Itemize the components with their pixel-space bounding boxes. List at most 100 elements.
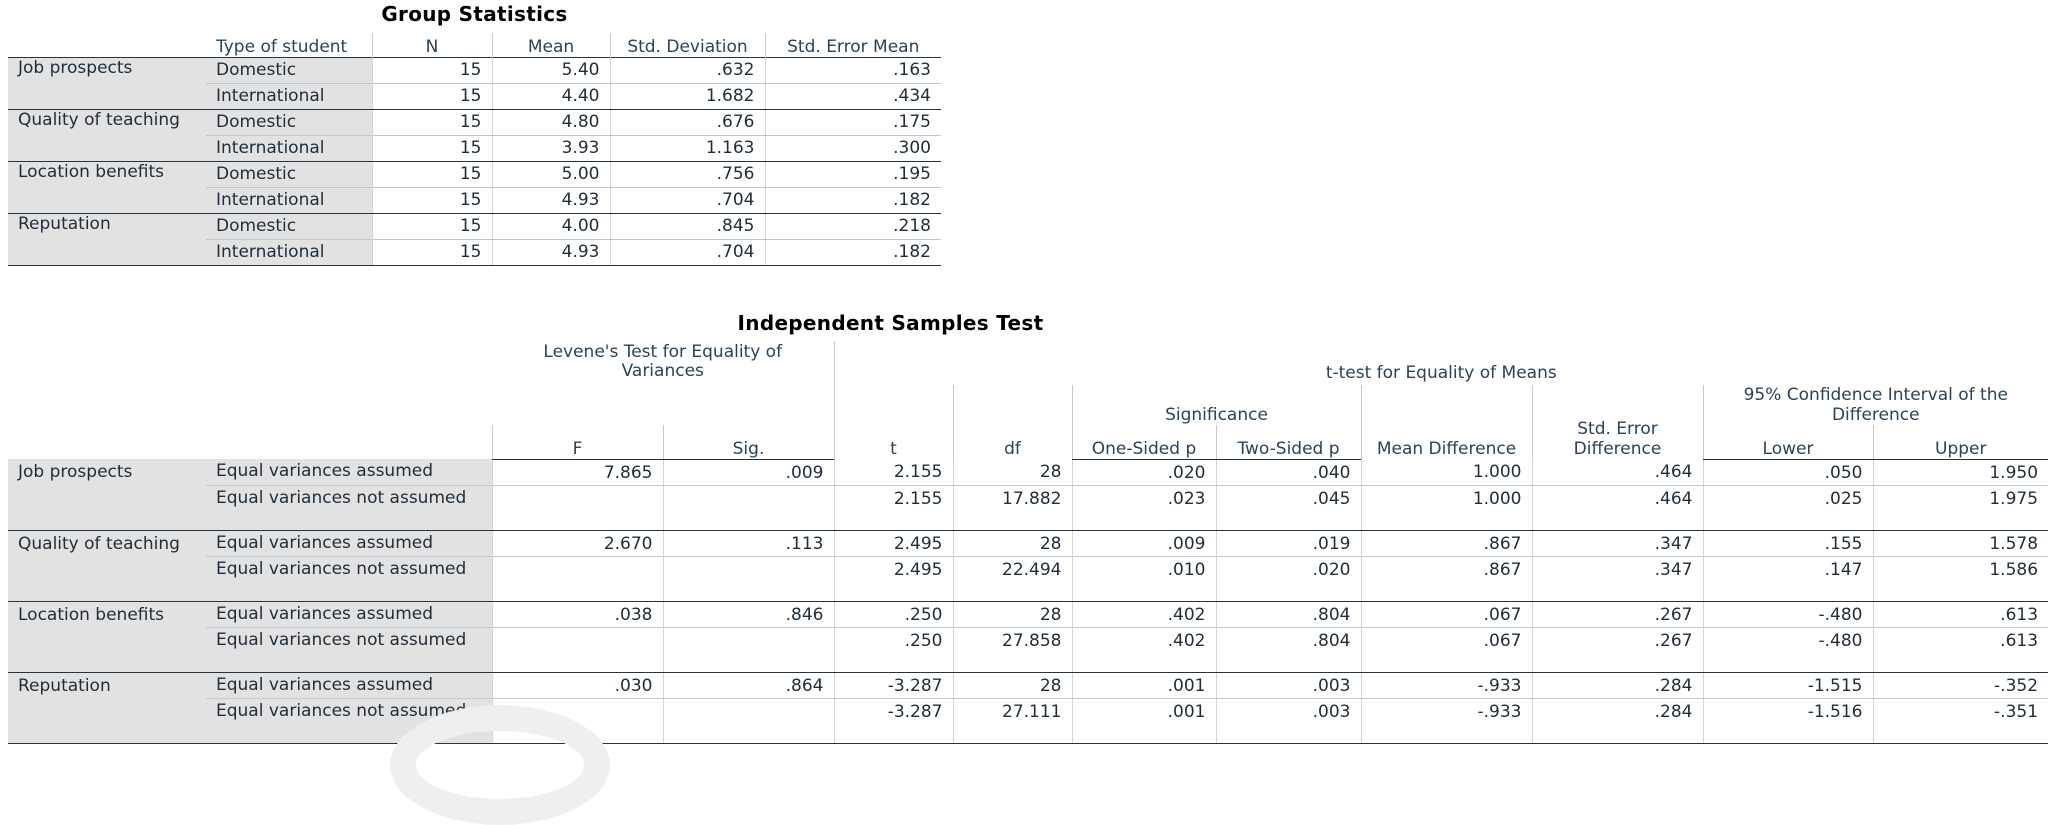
cell-t: 2.495 bbox=[833, 556, 953, 602]
table-row: Job prospects Domestic 15 5.40 .632 .163 bbox=[8, 57, 941, 110]
cell-f: 7.865 bbox=[491, 459, 663, 486]
cell-sig bbox=[662, 485, 834, 531]
row-variable: Job prospects bbox=[8, 57, 206, 110]
cell-one-sided-p: .402 bbox=[1071, 601, 1216, 628]
independent-samples-table: Levene's Test for Equality of Variances … bbox=[8, 341, 2049, 744]
cell-n: 15 bbox=[371, 109, 492, 136]
cell-one-sided-p: .023 bbox=[1071, 485, 1216, 531]
col-header-sig: Sig. bbox=[662, 425, 834, 460]
cell-upper: .613 bbox=[1872, 601, 2049, 628]
header-row: F Sig. One-Sided p Two-Sided p Lower Upp… bbox=[8, 425, 2049, 460]
col-header-n: N bbox=[371, 33, 492, 57]
cell-one-sided-p: .009 bbox=[1071, 530, 1216, 557]
col-header-mean: Mean bbox=[491, 33, 610, 57]
row-type: Domestic bbox=[206, 57, 372, 84]
table-row: Equal variances not assumed -3.287 27.111.… bbox=[8, 698, 2049, 744]
significance-header: Significance bbox=[1071, 385, 1361, 425]
row-type: Domestic bbox=[206, 213, 372, 240]
cell-sig: .009 bbox=[662, 459, 834, 486]
cell-t: .250 bbox=[833, 627, 953, 673]
table-row: Location benefits Equal variances assumed… bbox=[8, 601, 2049, 673]
cell-two-sided-p: .020 bbox=[1215, 556, 1361, 602]
row-label: Equal variances assumed bbox=[206, 459, 492, 486]
cell-se: .300 bbox=[764, 135, 941, 162]
table-row: Reputation Domestic 15 4.00 .845 .218 bbox=[8, 213, 941, 266]
header-row: Levene's Test for Equality of Variances … bbox=[8, 341, 2049, 459]
col-header-sd: Std. Deviation bbox=[609, 33, 765, 57]
cell-df: 27.858 bbox=[952, 627, 1072, 673]
cell-std-error-difference: .347 bbox=[1531, 556, 1703, 602]
cell-mean-difference: .067 bbox=[1360, 601, 1532, 628]
cell-one-sided-p: .020 bbox=[1071, 459, 1216, 486]
cell-std-error-difference: .464 bbox=[1531, 485, 1703, 531]
cell-sig bbox=[662, 556, 834, 602]
cell-mean-difference: -.933 bbox=[1360, 698, 1532, 744]
row-type: Domestic bbox=[206, 161, 372, 188]
row-variable: Quality of teaching bbox=[8, 109, 206, 162]
group-statistics-table: Type of student N Mean Std. Deviation St… bbox=[8, 33, 941, 266]
cell-std-error-difference: .284 bbox=[1531, 698, 1703, 744]
table-row: Reputation Equal variances assumed .030.86… bbox=[8, 672, 2049, 744]
cell-two-sided-p: .040 bbox=[1215, 459, 1361, 486]
cell-mean-difference: .867 bbox=[1360, 556, 1532, 602]
cell-sig bbox=[662, 627, 834, 673]
corner-cell bbox=[8, 341, 492, 459]
cell-mean: 4.00 bbox=[491, 213, 610, 240]
col-header-se: Std. Error Mean bbox=[764, 33, 941, 57]
ci-header: 95% Confidence Interval of the Differenc… bbox=[1702, 385, 2049, 425]
cell-sig: .846 bbox=[662, 601, 834, 628]
cell-mean: 4.93 bbox=[491, 187, 610, 214]
col-header-std-error-difference: Std. Error Difference bbox=[1531, 385, 1703, 459]
cell-lower: -.480 bbox=[1702, 627, 1873, 673]
cell-t: -3.287 bbox=[833, 672, 953, 699]
col-header-mean-difference: Mean Difference bbox=[1360, 385, 1532, 459]
col-header-one-sided-p: One-Sided p bbox=[1071, 425, 1216, 460]
row-label: Equal variances assumed bbox=[206, 530, 492, 557]
cell-upper: 1.578 bbox=[1872, 530, 2049, 557]
cell-se: .218 bbox=[764, 213, 941, 240]
row-label: Equal variances not assumed bbox=[206, 556, 492, 602]
cell-df: 17.882 bbox=[952, 485, 1072, 531]
cell-f: 2.670 bbox=[491, 530, 663, 557]
row-type: Domestic bbox=[206, 109, 372, 136]
cell-one-sided-p: .001 bbox=[1071, 698, 1216, 744]
cell-sd: .756 bbox=[609, 161, 765, 188]
cell-lower: .050 bbox=[1702, 459, 1873, 486]
cell-t: 2.495 bbox=[833, 530, 953, 557]
row-variable: Location benefits bbox=[8, 161, 206, 214]
table-row: Equal variances not assumed 2.495 22.494.0… bbox=[8, 556, 2049, 602]
col-header-type: Type of student bbox=[216, 36, 348, 57]
cell-se: .182 bbox=[764, 187, 941, 214]
cell-two-sided-p: .003 bbox=[1215, 672, 1361, 699]
row-type: International bbox=[206, 83, 372, 110]
cell-lower: -.480 bbox=[1702, 601, 1873, 628]
corner-cell bbox=[8, 33, 206, 57]
cell-f bbox=[491, 627, 663, 673]
cell-sd: 1.682 bbox=[609, 83, 765, 110]
group-statistics-title: Group Statistics bbox=[381, 2, 568, 26]
cell-df: 22.494 bbox=[952, 556, 1072, 602]
table-row: International 15 3.93 1.163 .300 bbox=[8, 135, 941, 162]
cell-n: 15 bbox=[371, 239, 492, 266]
row-type: International bbox=[206, 135, 372, 162]
row-type: International bbox=[206, 239, 372, 266]
cell-t: 2.155 bbox=[833, 459, 953, 486]
ttest-header: t-test for Equality of Means bbox=[833, 341, 2049, 385]
cell-one-sided-p: .402 bbox=[1071, 627, 1216, 673]
cell-std-error-difference: .464 bbox=[1531, 459, 1703, 486]
row-label: Equal variances assumed bbox=[206, 672, 492, 699]
row-variable: Reputation bbox=[8, 672, 206, 744]
cell-mean-difference: .867 bbox=[1360, 530, 1532, 557]
cell-se: .175 bbox=[764, 109, 941, 136]
table-row: Quality of teaching Equal variances assum… bbox=[8, 530, 2049, 602]
cell-df: 28 bbox=[952, 672, 1072, 699]
cell-one-sided-p: .010 bbox=[1071, 556, 1216, 602]
cell-mean: 5.40 bbox=[491, 57, 610, 84]
cell-mean: 3.93 bbox=[491, 135, 610, 162]
cell-mean: 5.00 bbox=[491, 161, 610, 188]
cell-f bbox=[491, 485, 663, 531]
table-row: International 15 4.40 1.682 .434 bbox=[8, 83, 941, 110]
cell-n: 15 bbox=[371, 83, 492, 110]
row-variable: Location benefits bbox=[8, 601, 206, 673]
cell-sd: .845 bbox=[609, 213, 765, 240]
